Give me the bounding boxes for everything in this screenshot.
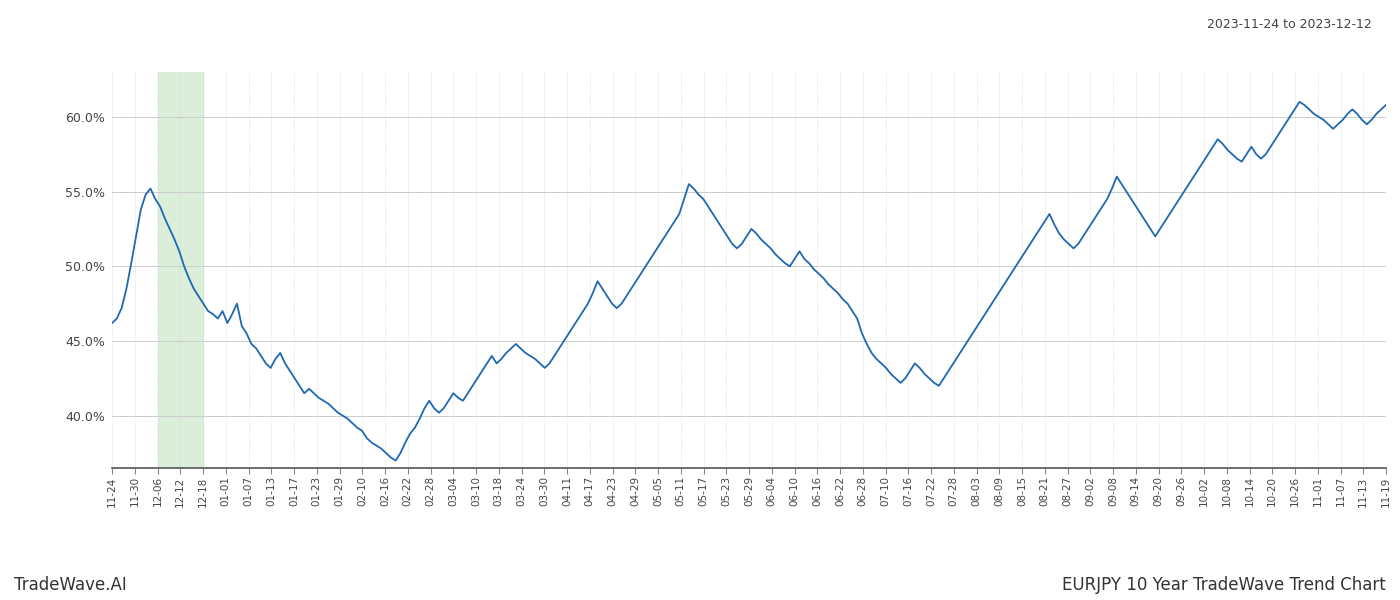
Bar [157, 72, 203, 468]
Text: TradeWave.AI: TradeWave.AI [14, 576, 127, 594]
Text: EURJPY 10 Year TradeWave Trend Chart: EURJPY 10 Year TradeWave Trend Chart [1063, 576, 1386, 594]
Text: 2023-11-24 to 2023-12-12: 2023-11-24 to 2023-12-12 [1207, 18, 1372, 31]
